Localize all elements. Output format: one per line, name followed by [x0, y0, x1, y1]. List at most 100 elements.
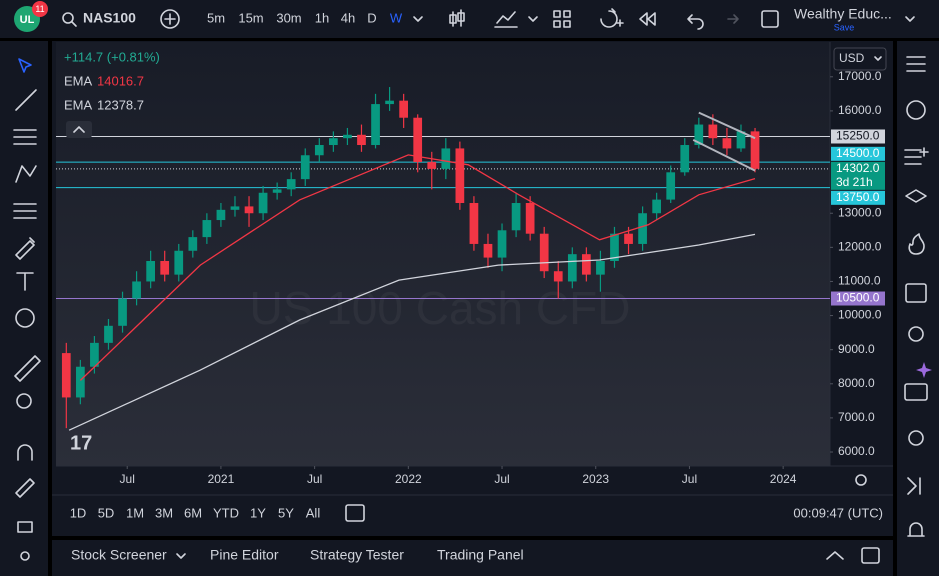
symbol[interactable]: NAS100	[83, 10, 136, 26]
drawing-mode[interactable]	[15, 478, 35, 498]
save[interactable]: Save	[834, 22, 855, 32]
indicators[interactable]	[494, 11, 518, 28]
range-button[interactable]: 5Y	[278, 505, 294, 520]
interval[interactable]: 5m	[207, 10, 225, 25]
notifications[interactable]	[907, 522, 925, 537]
interval[interactable]: D	[367, 10, 376, 25]
chats[interactable]	[904, 383, 928, 401]
panel-tab[interactable]: Trading Panel	[437, 547, 524, 563]
x-tick-label: 2024	[770, 472, 797, 486]
candle-body	[708, 124, 718, 139]
clock: 00:09:47 (UTC)	[793, 505, 883, 520]
legend-name: EMA	[64, 73, 93, 88]
candle-body	[736, 131, 746, 149]
screener-menu[interactable]	[176, 553, 186, 559]
cursor-tool[interactable]	[18, 58, 32, 73]
range-button[interactable]: 1M	[126, 505, 144, 520]
panel-window[interactable]	[861, 547, 880, 564]
ai-icon[interactable]	[916, 362, 932, 378]
maximize-panel[interactable]	[826, 551, 844, 560]
undo[interactable]	[687, 14, 704, 30]
data-window[interactable]	[904, 147, 929, 165]
fib-tool[interactable]	[13, 129, 37, 145]
price-line-label-bg	[831, 291, 885, 306]
candle-body	[638, 213, 647, 244]
range-button[interactable]: 1Y	[250, 505, 266, 520]
x-tick-label: 2022	[395, 472, 422, 486]
measure-tool[interactable]	[14, 355, 41, 382]
add-symbol[interactable]	[160, 9, 180, 29]
layers[interactable]	[905, 189, 927, 203]
pattern-tool[interactable]	[15, 165, 37, 183]
calendar[interactable]	[905, 283, 927, 303]
interval[interactable]: 1h	[315, 10, 329, 25]
interval[interactable]: 4h	[341, 10, 355, 25]
y-tick-label: 6000.0	[838, 444, 875, 458]
panel-tab[interactable]: Stock Screener	[71, 547, 167, 563]
layouts[interactable]	[553, 10, 571, 28]
ideas[interactable]	[908, 326, 924, 342]
x-tick-label: 2023	[582, 472, 609, 486]
range-button[interactable]: 6M	[184, 505, 202, 520]
zoom-tool[interactable]	[16, 393, 32, 409]
redo[interactable]	[727, 14, 739, 24]
range-button[interactable]: All	[306, 505, 321, 520]
magnet-tool[interactable]	[17, 444, 33, 461]
prediction-tool[interactable]	[13, 203, 37, 219]
price-line-label-bg	[831, 129, 885, 144]
candle-body	[497, 230, 507, 258]
layout-name[interactable]: Wealthy Educ...	[794, 6, 892, 22]
candle-body	[596, 260, 605, 275]
hotlists[interactable]	[908, 233, 925, 255]
range-button[interactable]: 3M	[155, 505, 173, 520]
date-range[interactable]	[345, 504, 365, 522]
streams[interactable]	[908, 430, 924, 446]
candle-body	[427, 162, 437, 169]
replay[interactable]	[639, 12, 656, 26]
legend-collapse[interactable]	[66, 121, 92, 138]
candle-body	[329, 138, 338, 146]
currency-button[interactable]	[833, 47, 887, 71]
interval-menu[interactable]	[413, 16, 423, 22]
interval[interactable]: W	[390, 10, 403, 25]
search-icon[interactable]	[62, 12, 74, 24]
trendline	[698, 111, 756, 140]
range-button[interactable]: YTD	[213, 505, 239, 520]
panel-tab[interactable]: Strategy Tester	[310, 547, 404, 563]
candle-body	[118, 298, 127, 326]
candle-body	[413, 117, 423, 163]
last-price-label: 14302.0	[836, 161, 880, 175]
hide-tool[interactable]	[20, 551, 30, 561]
chart-type[interactable]	[449, 9, 465, 27]
candle-body	[244, 206, 254, 214]
indicators-menu[interactable]	[528, 16, 538, 22]
range-button[interactable]: 5D	[98, 505, 115, 520]
panel-tab[interactable]: Pine Editor	[210, 547, 279, 563]
y-tick-label: 8000.0	[838, 376, 875, 390]
pine[interactable]	[907, 477, 921, 495]
layout-menu[interactable]	[905, 16, 915, 22]
brush-tool[interactable]	[15, 237, 35, 260]
x-tick-label: Jul	[307, 472, 322, 486]
ema-line	[79, 154, 756, 381]
watchlist[interactable]	[906, 56, 926, 72]
icon-tool[interactable]	[15, 308, 35, 328]
candle-body	[694, 124, 704, 146]
range-button[interactable]: 1D	[70, 505, 87, 520]
text-tool[interactable]	[16, 272, 34, 291]
currency[interactable]: USD	[839, 51, 865, 65]
interval[interactable]: 30m	[276, 10, 301, 25]
trend-line-tool[interactable]	[15, 89, 37, 111]
alerts[interactable]	[906, 100, 926, 120]
y-tick-label: 11000.0	[838, 274, 881, 288]
interval[interactable]: 15m	[238, 10, 263, 25]
alert[interactable]	[600, 8, 624, 28]
candle-body	[146, 260, 155, 282]
lock-tool[interactable]	[17, 521, 33, 533]
settings[interactable]	[855, 474, 867, 486]
layout-icon[interactable]	[761, 10, 779, 28]
candle-body	[399, 100, 409, 118]
price-line-label: 15250.0	[836, 129, 880, 143]
candle-body	[469, 203, 479, 244]
tv-logo[interactable]: 17	[70, 432, 92, 454]
